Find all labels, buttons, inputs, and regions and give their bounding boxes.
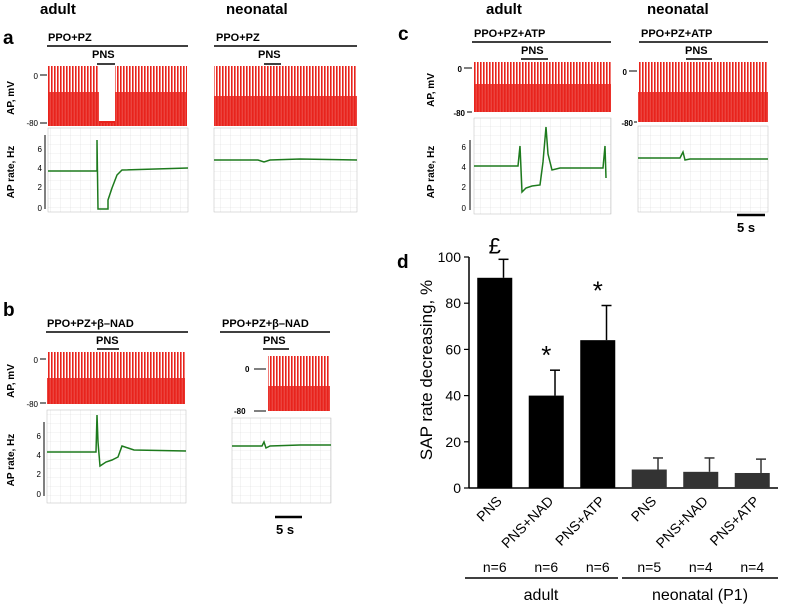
panel-b-rate-ylabel: AP rate, Hz: [6, 434, 17, 487]
panel-a-letter: a: [3, 28, 14, 49]
panel-c-neonatal-condition: PPO+PZ+ATP: [641, 28, 712, 40]
panel-b-rate-axis: 6 4 2 0: [37, 422, 45, 499]
category-label: PNS: [473, 493, 505, 525]
y-tick-label: 0: [453, 480, 461, 496]
y-tick-label: 40: [445, 388, 461, 404]
panel-b-neonatal-rate-plot: [231, 417, 332, 504]
panel-c-ap-tick-0: 0: [458, 65, 463, 74]
n-label: n=4: [740, 559, 764, 575]
panel-b-neonatal-ap-trace: [268, 356, 330, 411]
panel-a-ap-ylabel: AP, mV: [6, 81, 17, 115]
panel-c-rate-tick-0: 0: [462, 204, 467, 213]
category-label: PNS+ATP: [706, 493, 762, 549]
panel-b-neonatal-ap-tick-0: 0: [245, 365, 250, 374]
category-label: PNS+ATP: [552, 493, 608, 549]
panel-b-letter: b: [3, 300, 15, 321]
y-tick-label: 20: [445, 434, 461, 450]
panel-a-adult-ap-trace: [48, 66, 187, 126]
n-label: n=6: [534, 559, 558, 575]
panel-c-rate-tick-4: 4: [462, 163, 467, 172]
panel-c-rate-axis: 6 4 2 0: [462, 140, 471, 213]
panel-b-rate-tick-4: 4: [37, 451, 42, 460]
panel-b-neonatal-ap-tick-neg80: -80: [234, 407, 246, 416]
bar: [580, 340, 616, 488]
panel-c-neonatal-rate-plot: [637, 125, 769, 213]
panel-a-neonatal-condition: PPO+PZ: [216, 32, 260, 44]
chart-ylabel: SAP rate decreasing, %: [417, 280, 436, 460]
neonatal-header-left: neonatal: [226, 1, 288, 18]
y-tick-label: 80: [445, 295, 461, 311]
panel-a-ap-tick-neg80: -80: [26, 119, 38, 128]
adult-header-right: adult: [486, 1, 522, 18]
panel-b-rate-tick-0: 0: [37, 490, 42, 499]
panel-a-neonatal-stim-label: PNS: [258, 49, 281, 61]
panel-c-neonatal-ap-tick-0: 0: [623, 68, 628, 77]
category-label: PNS+NAD: [498, 493, 556, 551]
panel-b-rate-tick-2: 2: [37, 470, 42, 479]
panel-c-adult-ap-trace: [474, 62, 611, 112]
panel-b-adult-stim-label: PNS: [96, 335, 119, 347]
panel-c-rate-tick-2: 2: [462, 183, 467, 192]
panel-c-neonatal-ap-trace: [638, 62, 768, 122]
panel-c-adult-rate-plot: [473, 117, 612, 215]
y-tick-label: 100: [438, 249, 462, 265]
n-label: n=5: [637, 559, 661, 575]
panel-a-neonatal-ap-trace: [214, 66, 357, 126]
panel-b-scale-label: 5 s: [276, 522, 294, 537]
panel-b-neonatal-stim-label: PNS: [263, 335, 286, 347]
bar: [631, 469, 667, 488]
panel-c-ap-ylabel: AP, mV: [426, 73, 437, 107]
panel-a-adult-rate-plot: [47, 127, 189, 213]
panel-a-adult-stim-label: PNS: [92, 49, 115, 61]
category-label: PNS: [628, 493, 660, 525]
panel-a-rate-tick-6: 6: [38, 145, 43, 154]
panel-b-rate-tick-6: 6: [37, 432, 42, 441]
group-label-adult: adult: [524, 587, 559, 604]
panel-b-adult-rate-plot: [46, 409, 187, 504]
significance-annotation: *: [593, 276, 603, 306]
group-label-neonatal: neonatal (P1): [652, 587, 748, 604]
n-label: n=6: [483, 559, 507, 575]
bar: [683, 471, 719, 488]
panel-b-adult-ap-trace: [47, 352, 185, 404]
bar-chart: 0 20 40 60 80 100 £ PNS n=6 * PNS+NAD n=6 * PNS+ATP n=…: [438, 233, 778, 575]
panel-c-neonatal-stim-label: PNS: [685, 45, 708, 57]
adult-header-left: adult: [40, 1, 76, 18]
neonatal-header-right: neonatal: [647, 1, 709, 18]
panel-c-ap-tick-neg80: -80: [453, 109, 465, 118]
panel-a-adult-condition: PPO+PZ: [48, 32, 92, 44]
panel-a-ap-tick-0: 0: [34, 72, 39, 81]
panel-c-adult-condition: PPO+PZ+ATP: [474, 28, 545, 40]
panel-c-neonatal-ap-tick-neg80: -80: [621, 119, 633, 128]
bar: [477, 277, 513, 488]
panel-d-letter: d: [397, 252, 409, 273]
bar: [734, 472, 770, 488]
panel-b-neonatal-condition: PPO+PZ+β–NAD: [222, 318, 309, 330]
panel-b-adult-condition: PPO+PZ+β–NAD: [47, 318, 134, 330]
y-tick-label: 60: [445, 341, 461, 357]
category-label: PNS+NAD: [653, 493, 711, 551]
significance-annotation: £: [489, 233, 501, 258]
panel-b-ap-tick-0: 0: [34, 356, 39, 365]
panel-a-rate-axis: 6 4 2 0: [38, 135, 46, 213]
panel-c-adult-stim-label: PNS: [521, 45, 544, 57]
panel-a-neonatal-rate-plot: [213, 127, 358, 213]
bar: [528, 395, 564, 488]
panel-a-rate-ylabel: AP rate, Hz: [6, 146, 17, 199]
n-label: n=4: [689, 559, 713, 575]
panel-c-rate-tick-6: 6: [462, 143, 467, 152]
panel-a-rate-tick-2: 2: [38, 183, 43, 192]
panel-b-ap-tick-neg80: -80: [26, 400, 38, 409]
significance-annotation: *: [541, 340, 551, 370]
n-label: n=6: [586, 559, 610, 575]
panel-b-ap-ylabel: AP, mV: [6, 364, 17, 398]
panel-a-rate-tick-4: 4: [38, 164, 43, 173]
panel-c-letter: c: [398, 24, 409, 45]
panel-c-rate-ylabel: AP rate, Hz: [426, 146, 437, 199]
panel-c-scale-label: 5 s: [737, 220, 755, 235]
panel-a-rate-tick-0: 0: [38, 204, 43, 213]
